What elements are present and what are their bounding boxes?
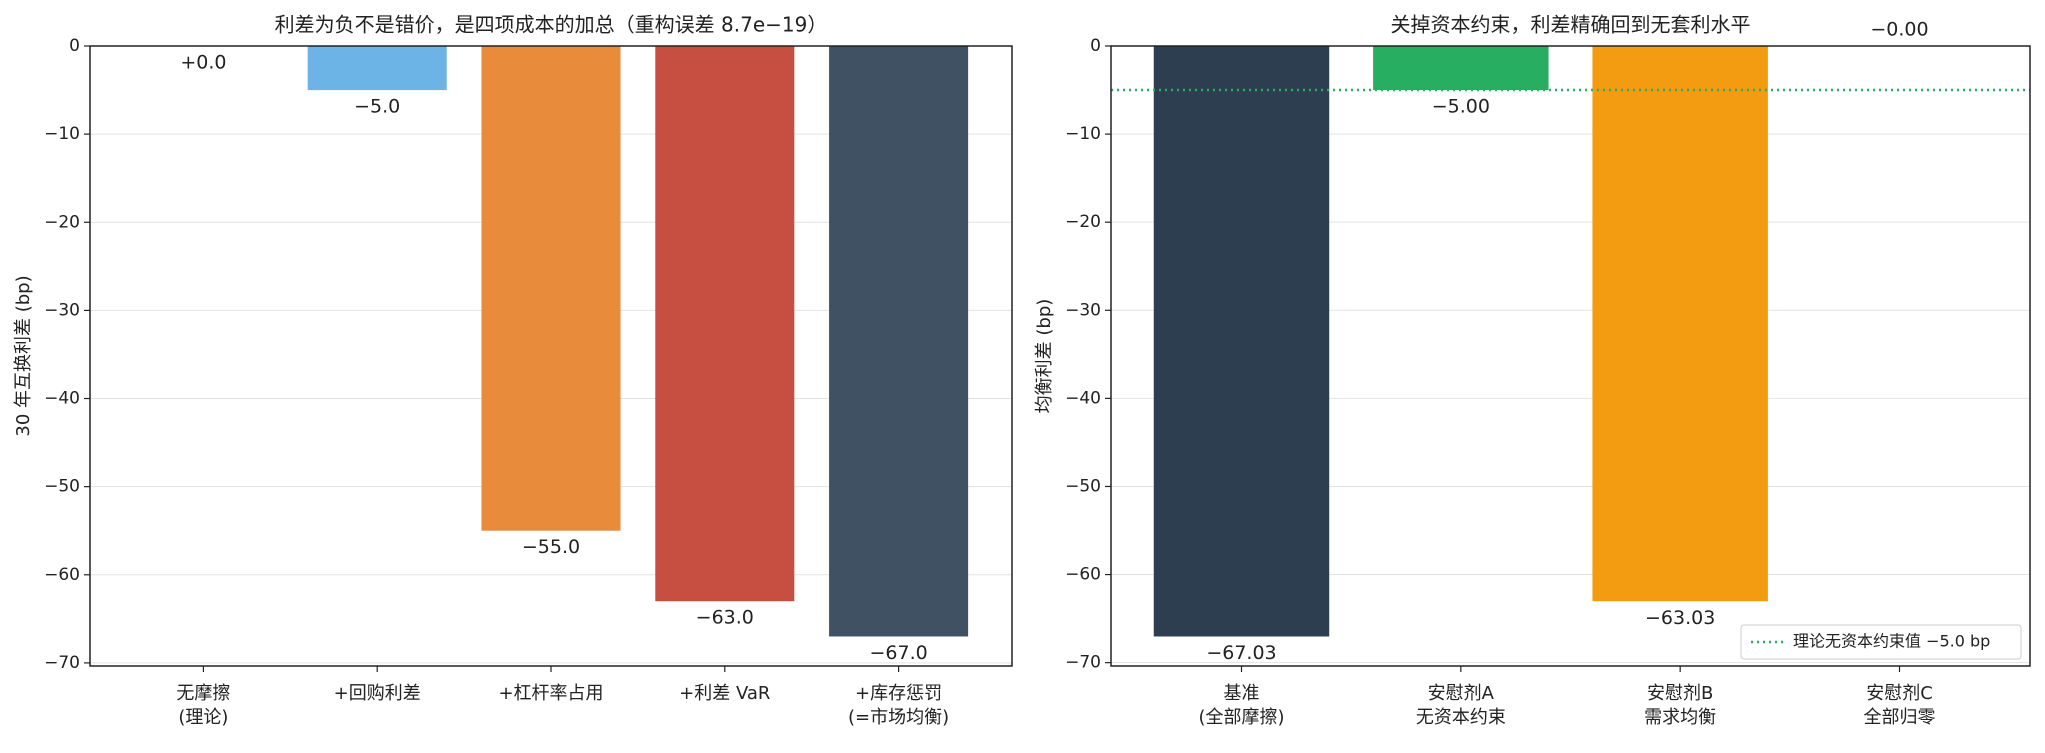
bar xyxy=(1592,46,1768,602)
value-label: +0.0 xyxy=(180,52,226,74)
y-axis-label: 30 年互换利差 (bp) xyxy=(13,275,34,436)
y-tick-label: −50 xyxy=(1065,476,1101,496)
y-tick-label: −50 xyxy=(44,477,80,497)
y-axis-label: 均衡利差 (bp) xyxy=(1034,299,1055,414)
x-tick-label: 基准 (全部摩擦) xyxy=(1198,683,1285,728)
value-label: −55.0 xyxy=(522,536,580,558)
legend-label: 理论无资本约束值 −5.0 bp xyxy=(1793,632,1990,651)
bar xyxy=(307,46,447,91)
y-tick-label: −60 xyxy=(44,565,80,585)
y-tick-label: −30 xyxy=(44,300,80,320)
x-tick-label: 安慰剂A 无资本约束 xyxy=(1415,683,1506,728)
x-tick-label: +利差 VaR xyxy=(679,683,771,704)
x-tick-label: +库存惩罚 (=市场均衡) xyxy=(848,683,950,728)
value-label: −5.00 xyxy=(1432,96,1490,118)
plot-frame xyxy=(1110,45,2031,667)
x-tick-label: 安慰剂C 全部归零 xyxy=(1863,683,1936,728)
x-tick-label: 安慰剂B 需求均衡 xyxy=(1644,683,1717,728)
value-label: −63.0 xyxy=(696,607,754,629)
value-label: −5.0 xyxy=(354,96,400,118)
value-label: −0.00 xyxy=(1870,19,1928,41)
y-tick-label: −70 xyxy=(1065,653,1101,673)
y-tick-label: −70 xyxy=(44,653,80,673)
bar xyxy=(1153,46,1330,637)
x-tick-label: +回购利差 xyxy=(333,683,421,704)
chart-title: 关掉资本约束，利差精确回到无套利水平 xyxy=(1391,13,1751,37)
bar xyxy=(655,46,795,602)
plot-frame xyxy=(89,45,1013,667)
x-tick-label: +杠杆率占用 xyxy=(498,683,604,704)
chart-title: 利差为负不是错价，是四项成本的加总（重构误差 8.7e−19） xyxy=(275,13,828,37)
y-tick-label: −10 xyxy=(1065,124,1101,144)
y-tick-label: −30 xyxy=(1065,300,1101,320)
x-tick-label: 无摩擦 (理论) xyxy=(176,683,231,728)
value-label: −67.0 xyxy=(869,642,927,664)
y-tick-label: −40 xyxy=(1065,388,1101,408)
value-label: −63.03 xyxy=(1645,607,1715,629)
y-tick-label: 0 xyxy=(1090,36,1101,56)
y-tick-label: −20 xyxy=(44,212,80,232)
bar xyxy=(481,46,621,531)
y-tick-label: −40 xyxy=(44,389,80,409)
y-tick-label: −60 xyxy=(1065,565,1101,585)
y-tick-label: −10 xyxy=(44,124,80,144)
bar xyxy=(829,46,969,637)
legend-box xyxy=(1740,624,2022,660)
y-tick-label: 0 xyxy=(69,36,80,56)
y-tick-label: −20 xyxy=(1065,212,1101,232)
bar xyxy=(1373,46,1549,91)
value-label: −67.03 xyxy=(1206,642,1276,664)
